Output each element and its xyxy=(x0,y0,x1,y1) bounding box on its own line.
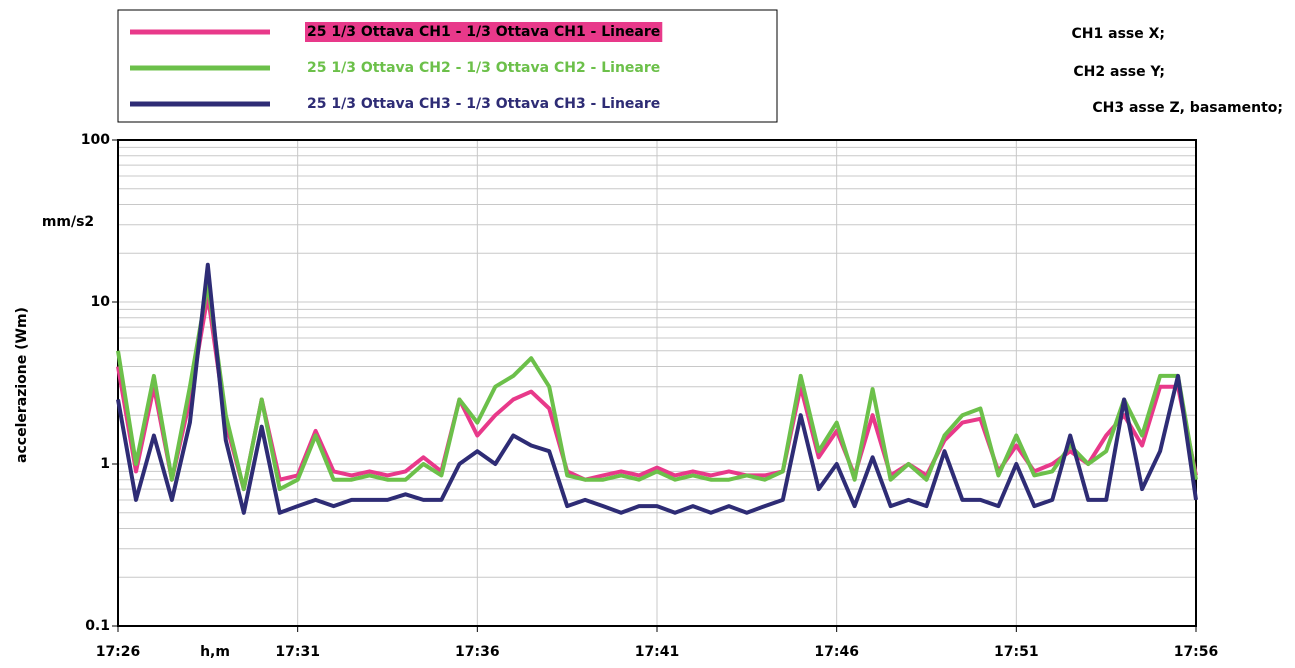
x-tick-label: 17:36 xyxy=(455,644,500,660)
y-axis-label: accelerazione (Wm) xyxy=(14,307,30,463)
plot-frame xyxy=(117,139,1197,627)
legend-box xyxy=(117,9,778,123)
annotation: CH1 asse X; xyxy=(1072,26,1165,42)
annotation: CH2 asse Y; xyxy=(1073,64,1165,80)
x-tick-label: 17:51 xyxy=(994,644,1039,660)
y-tick-label: 10 xyxy=(91,294,111,310)
y-tick-label: 1 xyxy=(100,456,110,472)
x-axis-label: h,m xyxy=(200,644,230,660)
x-tick-label: 17:31 xyxy=(275,644,320,660)
x-tick-label: 17:41 xyxy=(635,644,680,660)
x-tick-label: 17:46 xyxy=(814,644,859,660)
legend-label: 25 1/3 Ottava CH3 - 1/3 Ottava CH3 - Lin… xyxy=(307,96,660,112)
series-line xyxy=(116,262,1198,515)
x-tick-label: 17:26 xyxy=(96,644,141,660)
y-unit: mm/s2 xyxy=(42,214,94,230)
legend-label: 25 1/3 Ottava CH2 - 1/3 Ottava CH2 - Lin… xyxy=(307,60,660,76)
series-line xyxy=(116,281,1198,492)
y-tick-label: 0.1 xyxy=(85,618,110,634)
x-tick-label: 17:56 xyxy=(1174,644,1219,660)
legend-highlight xyxy=(305,22,663,42)
y-tick-label: 100 xyxy=(81,132,110,148)
legend-label: 25 1/3 Ottava CH1 - 1/3 Ottava CH1 - Lin… xyxy=(307,24,660,40)
annotation: CH3 asse Z, basamento; xyxy=(1092,100,1283,116)
